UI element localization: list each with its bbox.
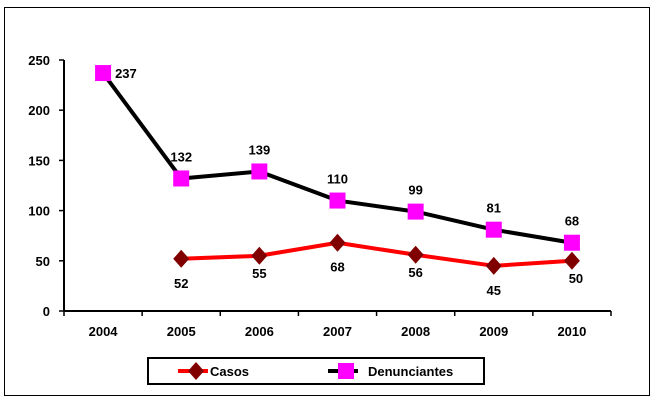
data-point (329, 233, 346, 252)
data-label: 50 (569, 271, 583, 286)
x-tick-label: 2008 (401, 324, 430, 339)
y-tick-label: 0 (43, 304, 50, 319)
y-tick-label: 250 (28, 53, 50, 68)
x-tick-label: 2006 (245, 324, 274, 339)
legend-marker (338, 363, 354, 379)
series-line (181, 240, 573, 268)
y-tick-label: 200 (28, 103, 50, 118)
data-point (173, 170, 190, 187)
data-label: 68 (565, 214, 579, 229)
data-point (95, 65, 112, 82)
data-label: 81 (487, 201, 501, 216)
x-tick-label: 2010 (557, 324, 586, 339)
x-tick-label: 2007 (323, 324, 352, 339)
data-label: 132 (170, 149, 192, 164)
data-label: 55 (252, 266, 266, 281)
data-label: 56 (408, 265, 422, 280)
legend-marker (188, 362, 204, 380)
data-point (173, 249, 190, 268)
data-point (251, 246, 268, 265)
data-point (251, 163, 268, 180)
x-tick-label: 2009 (479, 324, 508, 339)
data-label: 45 (487, 283, 501, 298)
legend-label: Denunciantes (368, 364, 453, 379)
data-label: 139 (249, 142, 271, 157)
series-denunciantes: 237 132 139 110 99 81 68 (95, 65, 580, 251)
y-tick-label: 150 (28, 153, 50, 168)
data-point (407, 203, 424, 220)
data-point (485, 256, 502, 275)
x-tick-label: 2004 (89, 324, 119, 339)
data-label: 110 (327, 172, 348, 187)
x-tick-label: 2005 (167, 324, 196, 339)
legend-label: Casos (210, 364, 249, 379)
data-label: 237 (115, 66, 137, 81)
data-label: 52 (174, 276, 188, 291)
legend: Casos Denunciantes (147, 357, 485, 385)
y-tick-label: 50 (36, 254, 50, 269)
data-label: 99 (408, 183, 422, 198)
data-point (485, 221, 502, 238)
chart-border (4, 7, 650, 396)
data-point (329, 192, 346, 209)
data-point (563, 251, 580, 270)
data-point (563, 234, 580, 251)
data-point (407, 245, 424, 264)
series-casos: 52 55 68 56 45 50 (173, 233, 583, 298)
data-label: 68 (330, 260, 344, 275)
y-tick-label: 100 (28, 204, 50, 219)
